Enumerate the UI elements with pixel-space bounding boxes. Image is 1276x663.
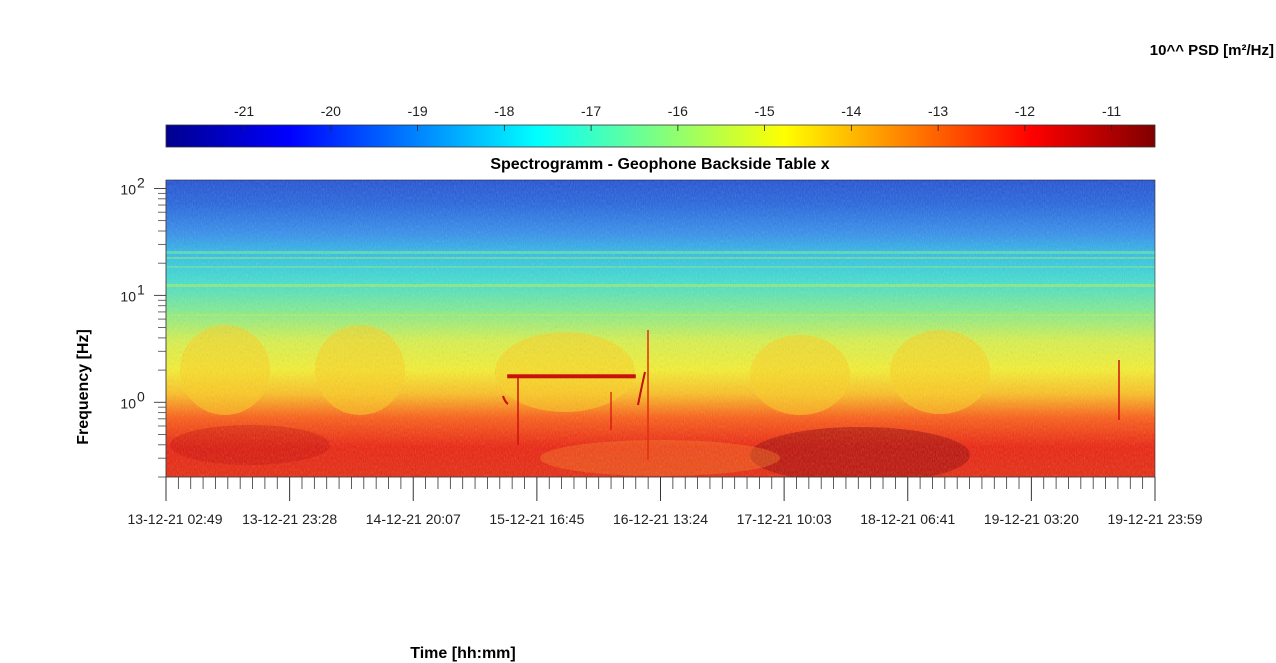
colorbar-tick-label: -15 xyxy=(754,103,774,119)
colorbar-ticks: -21 -20 -19 -18 -17 -16 -15 -14 -13 -12 -11 xyxy=(234,103,1121,131)
x-tick-label: 14-12-21 20:07 xyxy=(366,511,461,527)
y-axis-label: Frequency [Hz] xyxy=(75,329,92,445)
chart-title: Spectrogramm - Geophone Backside Table x xyxy=(490,156,829,173)
colorbar-gradient xyxy=(165,124,1156,148)
x-tick-label: 13-12-21 02:49 xyxy=(128,511,223,527)
x-tick-label: 19-12-21 03:20 xyxy=(984,511,1079,527)
x-axis: 13-12-21 02:49 13-12-21 23:28 14-12-21 20:… xyxy=(128,476,1203,527)
colorbar: -21 -20 -19 -18 -17 -16 -15 -14 -13 -12 -11 xyxy=(165,103,1156,148)
colorbar-tick-label: -13 xyxy=(928,103,948,119)
colorbar-tick-label: -11 xyxy=(1102,103,1121,119)
y-tick-exponent: 2 xyxy=(137,174,145,190)
y-tick-exponent: 1 xyxy=(137,281,145,297)
colorbar-tick-label: -20 xyxy=(321,103,341,119)
y-tick-exponent: 0 xyxy=(137,388,145,404)
y-tick-label: 10 xyxy=(120,395,136,411)
x-tick-label: 15-12-21 16:45 xyxy=(489,511,584,527)
colorbar-tick-label: -12 xyxy=(1015,103,1035,119)
x-tick-label: 18-12-21 06:41 xyxy=(860,511,955,527)
x-tick-label: 13-12-21 23:28 xyxy=(242,511,337,527)
spectrogram-image xyxy=(166,180,1155,477)
x-axis-label: Time [hh:mm] xyxy=(410,645,515,662)
colorbar-tick-label: -19 xyxy=(407,103,427,119)
colorbar-tick-label: -18 xyxy=(494,103,514,119)
y-tick-label: 10 xyxy=(120,288,136,304)
x-tick-label: 19-12-21 23:59 xyxy=(1108,511,1203,527)
colorbar-tick-label: -16 xyxy=(668,103,688,119)
colorbar-label: 10^^ PSD [m²/Hz] xyxy=(1150,42,1274,59)
y-tick-label: 10 xyxy=(120,181,136,197)
narrowband-line xyxy=(507,374,636,379)
colorbar-tick-label: -17 xyxy=(581,103,601,119)
colorbar-tick-label: -14 xyxy=(841,103,861,119)
x-tick-label: 16-12-21 13:24 xyxy=(613,511,708,527)
colorbar-tick-label: -21 xyxy=(234,103,254,119)
x-tick-label: 17-12-21 10:03 xyxy=(737,511,832,527)
